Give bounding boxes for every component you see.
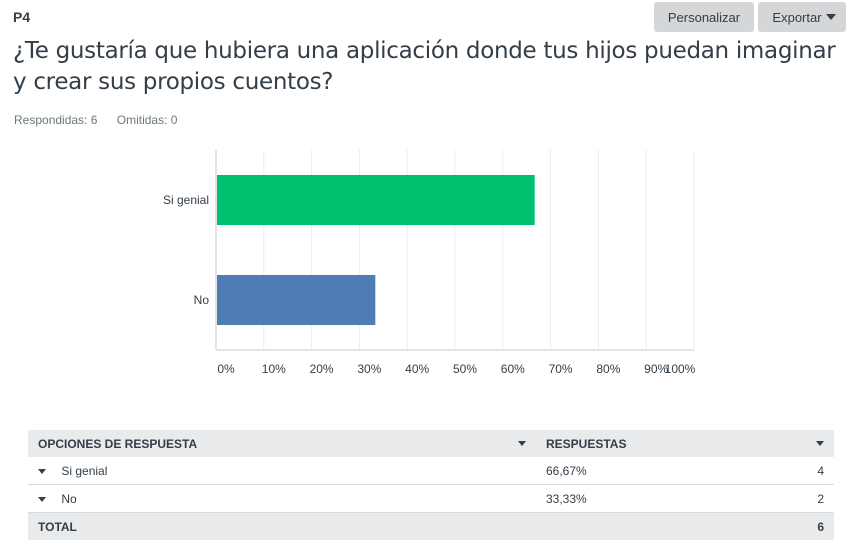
tick-label: 10% [262, 362, 286, 376]
sort-caret-icon[interactable] [518, 440, 526, 446]
tick-label: 80% [596, 362, 620, 376]
tick-label: 60% [501, 362, 525, 376]
answered-count: Respondidas: 6 [14, 113, 98, 127]
tick-label: 40% [405, 362, 429, 376]
count-cell: 2 [742, 484, 834, 513]
chevron-down-icon [825, 14, 836, 20]
sort-caret-icon[interactable] [816, 440, 824, 446]
category-label: Si genial [163, 193, 209, 207]
responses-column-header[interactable]: RESPUESTAS [536, 430, 834, 457]
tick-label: 30% [357, 362, 381, 376]
total-label: TOTAL [28, 512, 536, 540]
bar [217, 175, 535, 225]
tick-label: 50% [453, 362, 477, 376]
expand-caret-icon[interactable] [38, 496, 46, 502]
option-cell: Si genial [28, 457, 536, 485]
tick-label: 0% [217, 362, 235, 376]
expand-caret-icon[interactable] [38, 468, 46, 474]
table-row: No 33,33% 2 [28, 484, 834, 513]
customize-button-label: Personalizar [667, 9, 741, 25]
percent-cell: 33,33% [536, 484, 743, 513]
total-row: TOTAL 6 [28, 512, 834, 540]
option-label: Si genial [61, 463, 108, 478]
responses-table: OPCIONES DE RESPUESTA RESPUESTAS Si geni… [28, 430, 834, 540]
category-label: No [194, 293, 210, 307]
option-label: No [61, 491, 77, 506]
question-title: ¿Te gustaría que hubiera una aplicación … [13, 38, 836, 95]
percent-cell: 66,67% [536, 457, 743, 485]
bar [217, 275, 376, 325]
option-cell: No [28, 484, 536, 513]
bar-chart: Si genial No 0% 10% 20% 30% 40% 50% 60% 70% 80% 90%… [163, 150, 696, 376]
tick-label: 70% [549, 362, 573, 376]
skipped-count: Omitidas: 0 [116, 113, 178, 127]
tick-label: 100% [665, 362, 696, 376]
total-count: 6 [742, 512, 834, 540]
options-column-header[interactable]: OPCIONES DE RESPUESTA [28, 430, 536, 457]
tick-label: 90% [644, 362, 668, 376]
question-number: P4 [13, 9, 31, 25]
table-header-row: OPCIONES DE RESPUESTA RESPUESTAS [28, 430, 834, 457]
export-button-label: Exportar [772, 9, 822, 25]
export-button[interactable]: Exportar [758, 2, 846, 32]
tick-label: 20% [310, 362, 334, 376]
table-row: Si genial 66,67% 4 [28, 457, 834, 485]
response-stats: Respondidas: 6 Omitidas: 0 [14, 113, 193, 127]
count-cell: 4 [742, 457, 834, 485]
customize-button[interactable]: Personalizar [654, 2, 754, 32]
